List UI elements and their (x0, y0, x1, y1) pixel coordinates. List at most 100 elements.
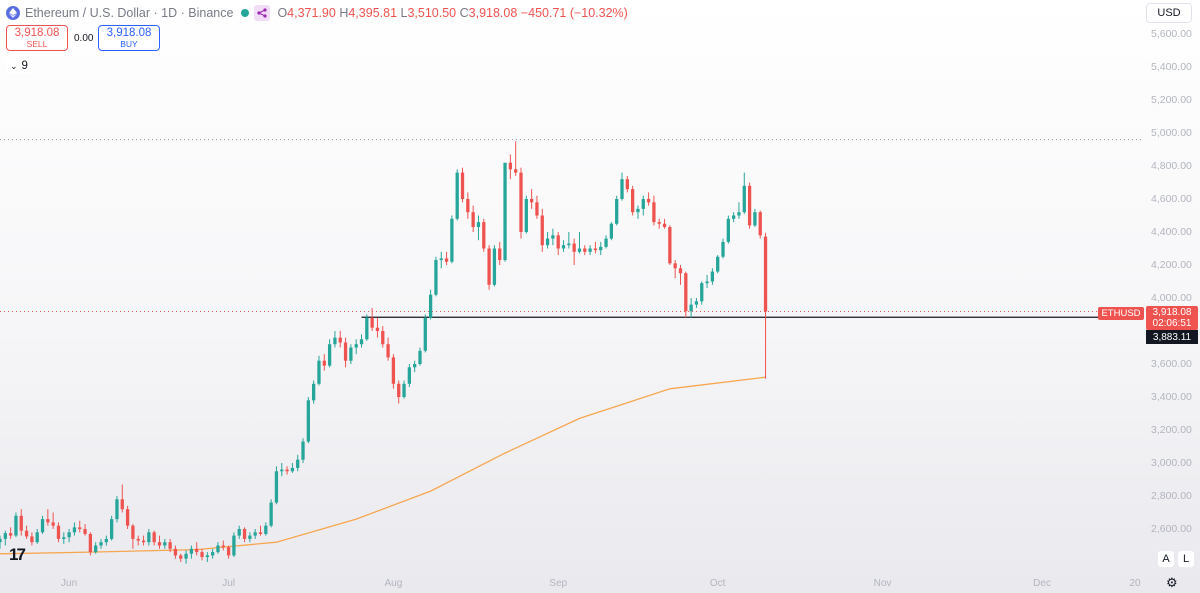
price-tick-label: 3,600.00 (1151, 358, 1192, 370)
candle (402, 380, 406, 399)
candle-body (423, 317, 427, 351)
candle-body (439, 258, 443, 261)
candle (737, 202, 741, 219)
last-price-label: 3,918.08 02:06:51 (1146, 306, 1198, 330)
tradingview-logo[interactable]: 17 (9, 545, 26, 564)
candle (0, 535, 2, 549)
candle-body (428, 294, 433, 318)
candle (498, 241, 502, 265)
candle (338, 331, 342, 348)
candle-body (599, 246, 603, 251)
candle (524, 195, 528, 234)
candle-body (242, 529, 247, 539)
candle-body (753, 212, 757, 226)
candle (83, 524, 87, 536)
candle-body (471, 212, 475, 228)
candle (274, 466, 279, 505)
candle (88, 532, 93, 556)
candle (242, 527, 247, 543)
candle (646, 192, 651, 206)
candle-body (630, 189, 635, 213)
gear-icon[interactable]: ⚙ (1166, 575, 1178, 590)
candle-body (30, 536, 34, 543)
indicators-toggle[interactable]: ⌄ 9 (6, 58, 32, 74)
candle (184, 550, 188, 564)
candle-body (327, 344, 332, 366)
candle-body (147, 532, 151, 543)
share-icon[interactable] (254, 5, 271, 21)
candle (625, 175, 629, 193)
candle-body (163, 542, 167, 546)
candle-body (14, 515, 18, 536)
auto-scale-button[interactable]: A (1158, 551, 1174, 567)
candle-body (583, 248, 587, 252)
candle-body (508, 162, 513, 170)
candle-body (312, 383, 316, 401)
candle-body (195, 548, 199, 553)
candle-body (94, 545, 98, 553)
candle-body (359, 339, 364, 345)
candle-body (413, 364, 417, 368)
candle (508, 154, 513, 180)
candle (285, 466, 289, 475)
candle (24, 525, 29, 539)
candle-body (51, 522, 55, 526)
candle (14, 512, 18, 538)
candle-body (226, 547, 231, 556)
candle (322, 354, 326, 371)
candle (35, 529, 39, 544)
candle (455, 169, 459, 221)
candle (375, 317, 380, 338)
currency-button[interactable]: USD (1146, 3, 1192, 23)
symbol-title[interactable]: Ethereum / U.S. Dollar (25, 6, 151, 20)
candle (609, 222, 614, 241)
candle (492, 245, 497, 287)
candle-body (545, 238, 550, 246)
candle-body (615, 199, 619, 224)
candle (444, 251, 449, 265)
candle (19, 509, 23, 536)
candle-body (673, 263, 677, 269)
candle (152, 530, 156, 546)
candle (551, 228, 555, 246)
candle (763, 232, 768, 379)
candle (577, 232, 582, 254)
candle (673, 260, 677, 279)
candle (721, 238, 725, 259)
candle (503, 162, 507, 262)
candle-body (487, 248, 491, 285)
candle-body (721, 241, 725, 257)
price-tick-label: 4,200.00 (1151, 259, 1192, 271)
candle-body (455, 172, 459, 219)
candle-body (0, 538, 2, 543)
candle (317, 355, 321, 386)
candle (710, 268, 715, 285)
candle-body (136, 538, 140, 541)
candle-body (572, 243, 576, 252)
candle (705, 274, 709, 289)
log-scale-button[interactable]: L (1178, 551, 1194, 567)
candle-body (716, 256, 720, 272)
candle-body (19, 515, 23, 531)
candle-body (556, 235, 560, 249)
sell-button[interactable]: 3,918.08 SELL (6, 25, 68, 51)
candle-body (237, 529, 241, 536)
candle (179, 553, 183, 562)
price-tick-label: 5,200.00 (1151, 94, 1192, 106)
candle (221, 540, 225, 551)
candle-body (78, 527, 82, 529)
candle (3, 530, 7, 546)
candle-body (577, 248, 582, 252)
candle (636, 205, 640, 219)
candle (370, 307, 374, 331)
time-tick-label: Oct (709, 578, 726, 589)
candle-body (636, 208, 640, 213)
candle-body (402, 383, 406, 397)
candle-body (253, 532, 257, 536)
ohlc-values: O4,371.90 H4,395.81 L3,510.50 C3,918.08 … (277, 6, 628, 20)
buy-button[interactable]: 3,918.08 BUY (98, 25, 160, 51)
candle (668, 225, 672, 265)
candle-body (3, 533, 7, 539)
interval-label[interactable]: 1D (161, 6, 178, 20)
